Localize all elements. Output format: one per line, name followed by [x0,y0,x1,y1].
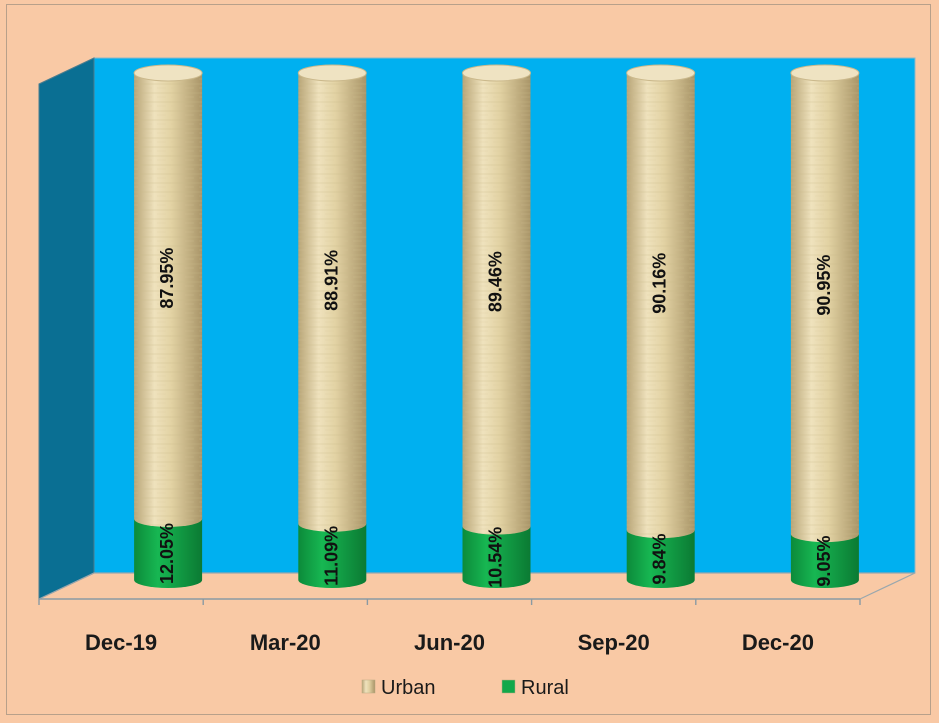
bar-top-cap [462,64,531,82]
data-label-urban: 90.95% [814,255,834,316]
bar-rural [462,526,531,588]
legend-swatch [501,679,516,694]
data-label-urban: 90.16% [650,253,670,314]
bar-top-cap [790,64,860,82]
bar-top-cap [133,64,203,82]
category-tick-label: Mar-20 [250,630,321,655]
bar-top-cap [626,64,696,82]
data-label-urban: 89.46% [486,251,506,312]
bar-rural [298,523,367,588]
legend-label: Rural [521,677,569,699]
category-tick-label: Dec-20 [742,630,814,655]
bar-rural [134,518,203,588]
data-label-rural: 9.05% [814,536,834,587]
category-tick-label: Dec-19 [85,630,157,655]
bar-urban-texture [298,73,367,532]
category-tick-label: Jun-20 [414,630,485,655]
bar-urban-texture [462,73,531,535]
data-label-rural: 10.54% [486,527,506,588]
bar-rural [626,530,695,588]
side-wall [38,57,95,600]
bar-urban-texture [790,73,859,543]
legend-swatch [361,679,376,694]
data-label-rural: 11.09% [321,526,341,586]
bar-urban-texture [134,73,203,527]
data-label-rural: 9.84% [650,534,670,585]
data-label-rural: 12.05% [157,523,177,584]
legend-label: Urban [381,677,435,699]
bar-top-cap [297,64,367,82]
bar-rural [790,534,859,588]
data-label-urban: 87.95% [157,248,177,309]
bar-urban-texture [626,73,695,539]
category-tick-label: Sep-20 [578,630,650,655]
data-label-urban: 88.91% [321,250,341,311]
chart-frame [6,4,931,715]
